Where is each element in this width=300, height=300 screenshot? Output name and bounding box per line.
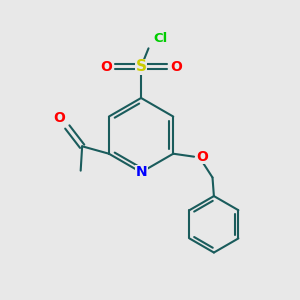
Text: O: O [170,60,182,74]
Text: N: N [135,165,147,179]
Text: O: O [100,60,112,74]
Text: S: S [136,59,147,74]
Text: O: O [196,150,208,164]
Text: Cl: Cl [154,32,168,45]
Text: O: O [53,111,65,124]
